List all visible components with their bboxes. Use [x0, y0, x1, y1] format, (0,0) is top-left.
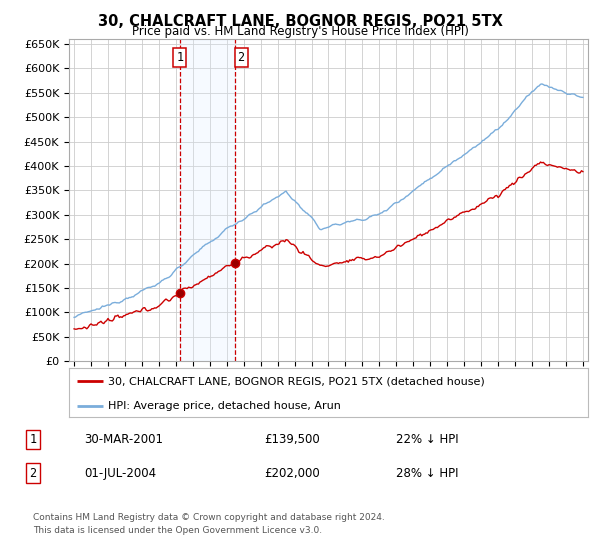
Text: £202,000: £202,000	[264, 466, 320, 480]
Text: 01-JUL-2004: 01-JUL-2004	[84, 466, 156, 480]
Text: 30-MAR-2001: 30-MAR-2001	[84, 433, 163, 446]
Text: 30, CHALCRAFT LANE, BOGNOR REGIS, PO21 5TX (detached house): 30, CHALCRAFT LANE, BOGNOR REGIS, PO21 5…	[108, 376, 485, 386]
Bar	[180, 39, 235, 361]
Text: Contains HM Land Registry data © Crown copyright and database right 2024.: Contains HM Land Registry data © Crown c…	[33, 513, 385, 522]
Text: This data is licensed under the Open Government Licence v3.0.: This data is licensed under the Open Gov…	[33, 526, 322, 535]
Text: 28% ↓ HPI: 28% ↓ HPI	[396, 466, 458, 480]
Text: 2: 2	[238, 51, 245, 64]
Text: 2: 2	[29, 466, 37, 480]
Text: 1: 1	[176, 51, 184, 64]
Text: Price paid vs. HM Land Registry's House Price Index (HPI): Price paid vs. HM Land Registry's House …	[131, 25, 469, 38]
Text: HPI: Average price, detached house, Arun: HPI: Average price, detached house, Arun	[108, 402, 341, 412]
Text: 22% ↓ HPI: 22% ↓ HPI	[396, 433, 458, 446]
Text: £139,500: £139,500	[264, 433, 320, 446]
Text: 1: 1	[29, 433, 37, 446]
Text: 30, CHALCRAFT LANE, BOGNOR REGIS, PO21 5TX: 30, CHALCRAFT LANE, BOGNOR REGIS, PO21 5…	[98, 14, 502, 29]
